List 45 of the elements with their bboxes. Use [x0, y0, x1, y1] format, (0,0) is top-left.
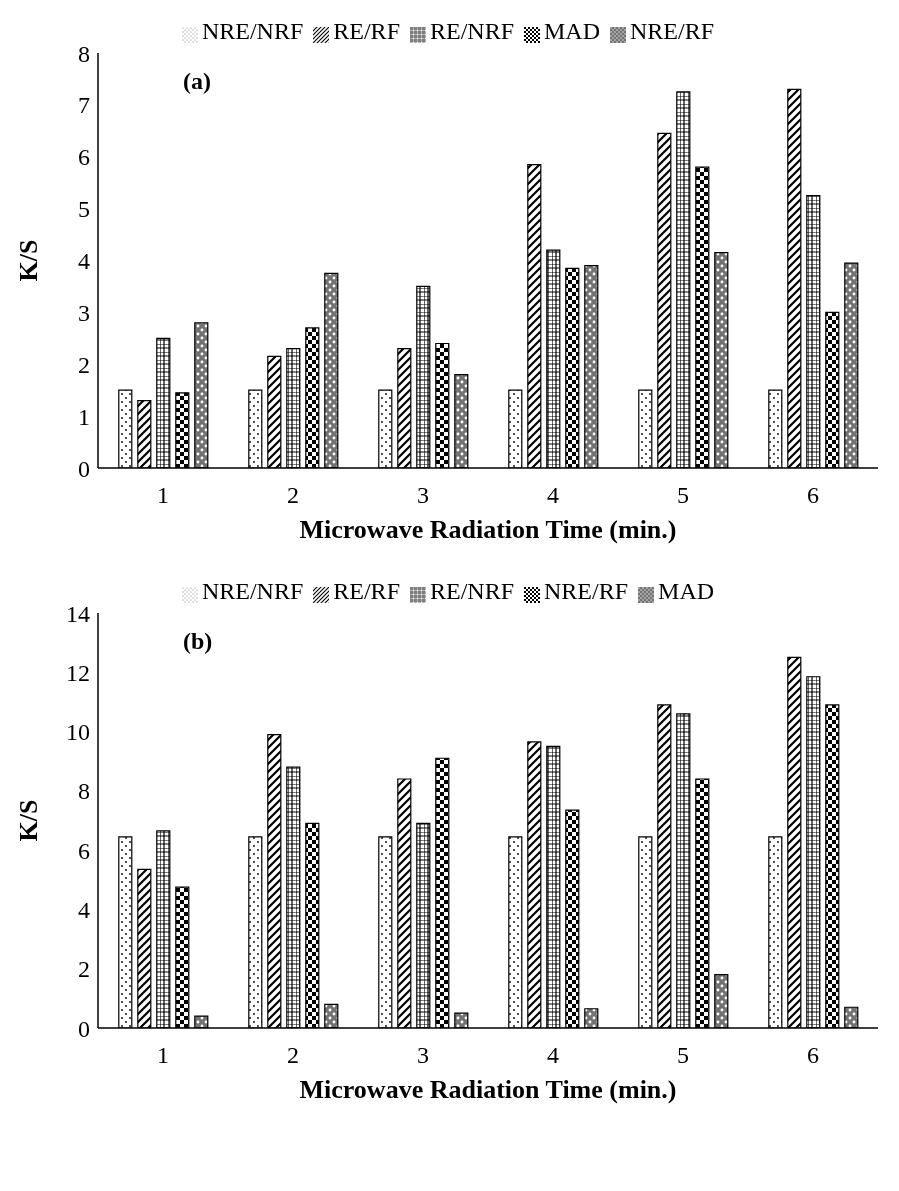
y-tick-label: 3	[78, 299, 90, 326]
y-tick-label: 7	[78, 92, 90, 119]
legend-label: RE/RF	[333, 578, 400, 604]
annotation: (b)	[183, 628, 213, 655]
x-tick-label: 4	[547, 482, 559, 509]
x-axis-title: Microwave Radiation Time (min.)	[299, 1075, 677, 1104]
x-tick-label: 5	[677, 482, 689, 509]
x-tick-label: 2	[287, 1042, 299, 1069]
y-tick-label: 0	[78, 1015, 90, 1042]
legend-label: RE/NRF	[429, 18, 515, 44]
x-tick-label: 1	[157, 1042, 169, 1069]
x-tick-label: 6	[807, 482, 819, 509]
y-tick-label: 4	[78, 896, 90, 923]
legend-label: NRE/NRF	[201, 18, 304, 44]
x-tick-label: 6	[807, 1042, 819, 1069]
y-tick-label: 12	[66, 659, 90, 686]
y-tick-label: 2	[78, 956, 90, 983]
y-tick-label: 10	[66, 719, 90, 746]
y-tick-label: 5	[78, 196, 90, 223]
y-tick-label: 1	[78, 403, 90, 430]
x-tick-label: 1	[157, 482, 169, 509]
x-tick-label: 4	[547, 1042, 559, 1069]
legend-label: NRE/RF	[630, 18, 715, 44]
y-tick-label: 4	[78, 248, 90, 275]
y-tick-label: 2	[78, 351, 90, 378]
y-tick-label: 0	[78, 455, 90, 482]
legend-label: RE/RF	[333, 18, 400, 44]
x-tick-label: 5	[677, 1042, 689, 1069]
y-tick-label: 6	[78, 144, 90, 171]
y-tick-label: 8	[78, 40, 90, 67]
y-tick-label: 14	[66, 600, 90, 627]
legend-label: MAD	[544, 18, 601, 44]
y-tick-label: 6	[78, 837, 90, 864]
x-tick-label: 2	[287, 482, 299, 509]
y-axis-title: K/S	[14, 799, 44, 842]
x-tick-label: 3	[417, 482, 429, 509]
x-tick-label: 3	[417, 1042, 429, 1069]
y-tick-label: 8	[78, 778, 90, 805]
legend-label: NRE/RF	[544, 578, 629, 604]
legend-label: RE/NRF	[429, 578, 515, 604]
y-axis-title: K/S	[14, 239, 44, 282]
legend-label: NRE/NRF	[201, 578, 304, 604]
annotation: (a)	[183, 68, 211, 95]
x-axis-title: Microwave Radiation Time (min.)	[299, 515, 677, 544]
legend-label: MAD	[658, 578, 715, 604]
